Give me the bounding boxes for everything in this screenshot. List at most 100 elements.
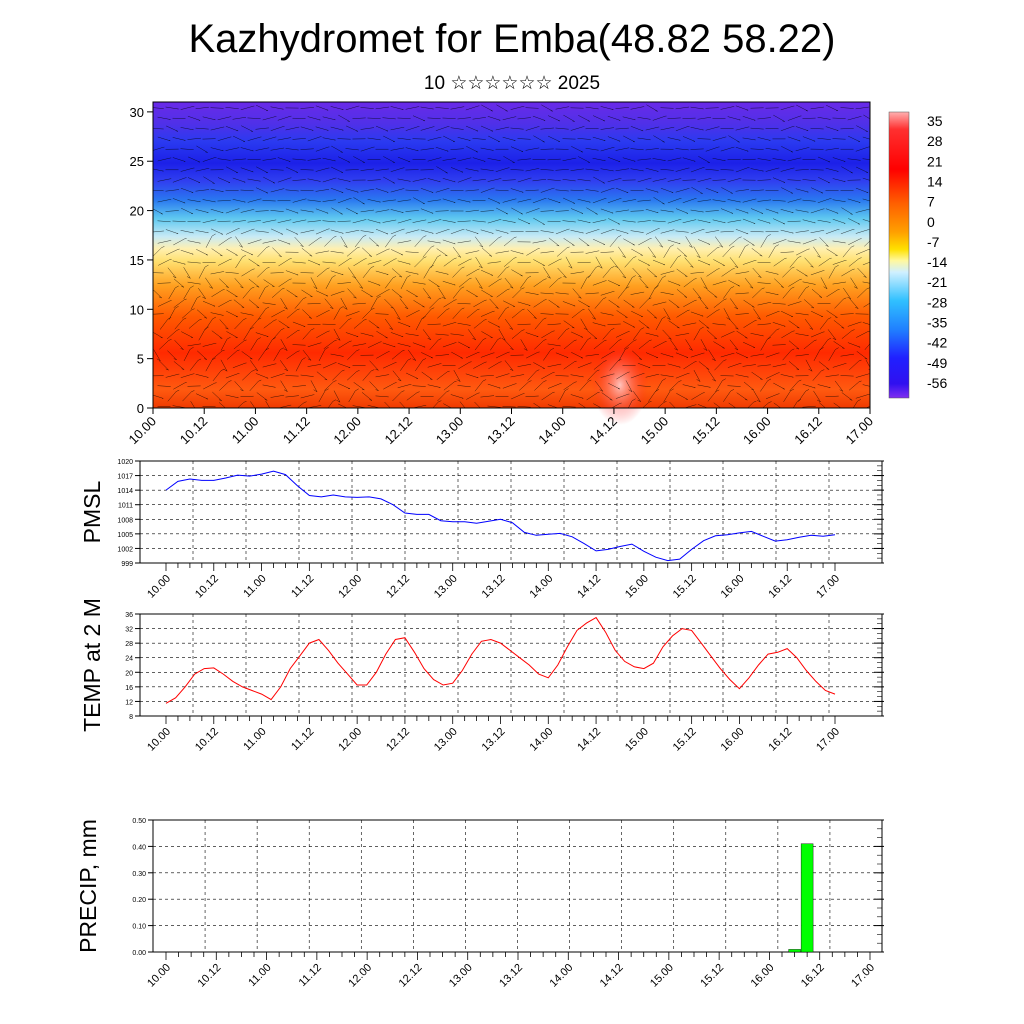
wind-barb: [237, 401, 247, 408]
wind-barb: [382, 342, 396, 348]
wind-barb: [180, 148, 194, 150]
wind-barb: [405, 333, 419, 336]
wind-barb: [630, 210, 644, 212]
precip-x-tick-label: 11.12: [297, 962, 324, 989]
wind-barb: [841, 268, 855, 277]
wind-barb: [300, 229, 315, 234]
wind-barb: [744, 277, 754, 289]
wind-barb: [481, 289, 493, 297]
wind-barb: [728, 236, 742, 247]
wind-barb: [466, 308, 480, 319]
wind-barb: [715, 378, 726, 392]
wind-barb: [367, 179, 381, 181]
temp-x-tick-label: 11.00: [241, 726, 268, 753]
wind-barb: [667, 363, 681, 368]
wind-barb: [547, 179, 561, 181]
wind-barb: [511, 329, 525, 339]
wind-barb: [280, 339, 288, 352]
wind-barb: [517, 405, 531, 408]
wind-barb: [585, 106, 599, 110]
wind-barb: [173, 382, 187, 390]
wind-barb: [817, 198, 832, 204]
wind-barb: [728, 135, 740, 143]
colorbar-label: 7: [927, 194, 935, 210]
wind-barb: [675, 167, 690, 172]
wind-barb: [337, 198, 352, 204]
wind-barb: [540, 187, 555, 193]
wind-barb: [218, 258, 232, 266]
wind-barb: [525, 189, 539, 192]
wind-barb: [272, 247, 282, 258]
wind-barb: [600, 251, 614, 253]
xsec-y-tick-label: 15: [130, 253, 144, 268]
wind-barb: [165, 210, 179, 212]
wind-barb: [525, 332, 539, 337]
wind-barb: [819, 337, 832, 351]
wind-barb: [652, 220, 666, 223]
wind-barb: [847, 198, 861, 203]
wind-barb: [510, 393, 525, 400]
wind-barb: [510, 250, 524, 255]
wind-barb: [742, 341, 756, 348]
wind-barb: [241, 351, 253, 360]
wind-barb: [435, 271, 449, 275]
cross-section-warm-spot: [592, 345, 648, 425]
wind-barb: [585, 189, 599, 192]
wind-barb: [450, 106, 465, 110]
temp-y-tick-label: 8: [129, 714, 133, 721]
wind-barb: [855, 394, 870, 399]
wind-barb: [480, 168, 494, 171]
wind-barb: [331, 145, 343, 153]
wind-barb: [648, 285, 659, 300]
wind-barb: [383, 156, 395, 163]
wind-barb: [555, 228, 570, 235]
wind-barb: [693, 326, 704, 341]
wind-barb: [782, 348, 795, 361]
wind-barb: [432, 400, 442, 408]
wind-barb: [427, 199, 441, 202]
wind-barb: [533, 278, 547, 288]
temp-x-tick-label: 16.00: [719, 726, 747, 754]
wind-barb: [397, 156, 411, 163]
wind-barb: [638, 320, 650, 329]
wind-barb: [720, 146, 735, 152]
wind-barb: [187, 343, 201, 347]
temp-x-tick-label: 17.00: [814, 726, 842, 754]
wind-barb: [488, 278, 502, 287]
wind-barb: [592, 280, 607, 286]
wind-barb: [817, 219, 831, 223]
colorbar-label: -14: [927, 254, 947, 270]
wind-barb: [257, 246, 270, 258]
colorbar-ramp: [888, 111, 910, 399]
wind-barb: [488, 321, 500, 328]
precip-ticks: 0.00 0.10 0.20 0.30 0.40 0.50 10.00 10.12 11.00 1…: [132, 818, 884, 990]
precip-x-tick-label: 12.12: [397, 962, 425, 990]
wind-barb: [347, 288, 357, 299]
wind-barb: [234, 318, 247, 330]
wind-barb: [773, 114, 785, 122]
pmsl-x-tick-label: 10.00: [145, 573, 173, 601]
wind-barb: [490, 337, 502, 351]
wind-barb: [810, 208, 825, 214]
wind-barb: [690, 352, 705, 358]
wind-barb: [390, 106, 404, 110]
wind-barb: [262, 240, 277, 244]
wind-barb: [226, 248, 238, 256]
xsec-x-tick-label: 15.00: [638, 414, 672, 448]
wind-barb: [571, 352, 583, 359]
wind-barb: [234, 381, 244, 392]
wind-barb: [360, 146, 375, 152]
wind-barb: [235, 254, 247, 269]
pmsl-x-tick-label: 13.12: [480, 573, 508, 601]
wind-barb: [818, 402, 826, 408]
wind-barb: [593, 176, 605, 184]
wind-barb: [502, 116, 517, 121]
wind-barb: [555, 189, 569, 192]
wind-barb: [570, 229, 584, 234]
wind-barb: [315, 290, 329, 297]
wind-barb: [617, 286, 630, 299]
wind-barb: [367, 219, 381, 224]
precip-y-tick-label: 0.50: [132, 818, 146, 825]
wind-barb: [675, 208, 689, 214]
wind-barb: [563, 320, 575, 329]
